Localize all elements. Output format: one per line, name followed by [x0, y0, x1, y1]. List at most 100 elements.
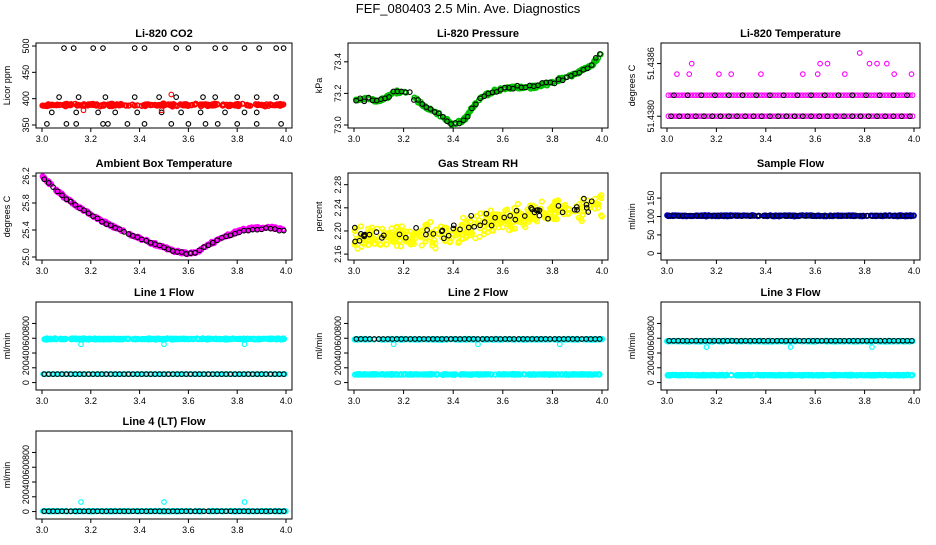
y-tick-label: 200: [333, 360, 343, 375]
data-point: [882, 92, 889, 99]
data-point: [904, 113, 910, 120]
chart-temperature: Li-820 Temperature degrees C 3.0 3.2 3.4 3.6 3…: [627, 28, 921, 144]
data-point: [134, 102, 141, 109]
data-point: [598, 195, 605, 202]
data-point: [475, 341, 481, 348]
x-tick-label: 3.4: [133, 525, 146, 535]
series-low: [351, 370, 603, 379]
data-point: [706, 113, 713, 120]
data-point: [63, 196, 70, 203]
data-point: [200, 94, 206, 100]
data-point: [874, 60, 880, 67]
data-point: [841, 113, 847, 120]
data-point: [124, 121, 131, 127]
x-tick-label: 3.6: [809, 266, 822, 276]
y-tick-label: 400: [21, 91, 31, 106]
data-point: [100, 45, 106, 51]
data-point: [158, 109, 165, 116]
data-point: [354, 245, 361, 252]
data-point: [865, 92, 872, 99]
data-point: [901, 113, 908, 120]
data-point: [879, 92, 886, 99]
data-point: [673, 113, 680, 120]
data-point: [504, 206, 511, 213]
data-point: [750, 113, 757, 120]
data-point: [739, 113, 746, 120]
data-point: [742, 92, 749, 99]
x-tick-label: 3.2: [710, 266, 723, 276]
data-point: [386, 94, 392, 100]
data-point: [390, 341, 397, 348]
data-point: [384, 231, 391, 238]
data-point: [778, 113, 784, 120]
data-point: [769, 92, 776, 99]
series-sparse: [44, 45, 287, 127]
data-point: [486, 215, 493, 223]
data-point: [565, 205, 573, 213]
y-tick-label: 0: [21, 380, 31, 385]
x-tick-label: 3.6: [182, 525, 195, 535]
data-point: [85, 210, 92, 217]
data-point: [742, 113, 749, 120]
data-point: [891, 71, 898, 77]
data-point: [679, 92, 685, 99]
data-point: [513, 207, 520, 214]
data-point: [214, 237, 221, 244]
x-tick-label: 4.0: [596, 134, 609, 144]
data-point: [780, 113, 787, 120]
data-point: [791, 113, 798, 120]
data-point: [538, 198, 545, 205]
data-point: [438, 228, 445, 235]
plot-frame: [347, 172, 609, 261]
y-tick-label: 0: [21, 509, 31, 514]
data-point: [555, 203, 562, 209]
x-tick-label: 3.2: [397, 396, 410, 406]
data-point: [351, 224, 358, 231]
data-point: [753, 113, 760, 120]
data-point: [739, 92, 746, 99]
data-point: [535, 82, 541, 89]
data-point: [841, 71, 848, 77]
data-point: [898, 92, 905, 99]
data-point: [162, 101, 169, 108]
data-point: [531, 209, 538, 216]
data-point: [709, 113, 716, 120]
data-point: [241, 45, 248, 51]
data-point: [446, 239, 454, 246]
data-point: [457, 226, 463, 233]
data-point: [688, 60, 695, 67]
y-tick-label: 800: [333, 316, 343, 331]
data-point: [368, 224, 376, 231]
data-point: [473, 213, 480, 220]
y-tick-label: 51.4380: [646, 100, 656, 133]
data-point: [802, 92, 809, 99]
data-point: [241, 109, 248, 116]
data-point: [585, 209, 592, 215]
data-point: [556, 341, 563, 348]
data-point: [212, 94, 219, 100]
y-tick-label: 25.8: [21, 194, 31, 212]
data-point: [510, 85, 516, 92]
data-point: [168, 121, 175, 127]
data-point: [758, 92, 765, 99]
data-point: [473, 101, 479, 108]
data-point: [256, 45, 263, 51]
data-point: [81, 207, 87, 214]
data-point: [876, 92, 883, 99]
plot-frame: [35, 430, 293, 520]
chart-sample: Sample Flow ml/min 3.0 3.2 3.4 3.6 3.8 4.0 0 50 10…: [627, 158, 921, 276]
data-point: [581, 195, 587, 202]
data-point: [460, 214, 467, 221]
data-point: [709, 92, 716, 99]
data-point: [690, 113, 696, 120]
data-point: [854, 92, 861, 99]
data-point: [273, 94, 280, 100]
data-point: [868, 92, 875, 99]
data-point: [576, 69, 583, 76]
data-point: [142, 101, 149, 108]
data-point: [379, 225, 386, 232]
data-point: [869, 344, 875, 350]
data-point: [676, 92, 683, 99]
data-point: [813, 113, 820, 120]
data-point: [487, 207, 494, 214]
